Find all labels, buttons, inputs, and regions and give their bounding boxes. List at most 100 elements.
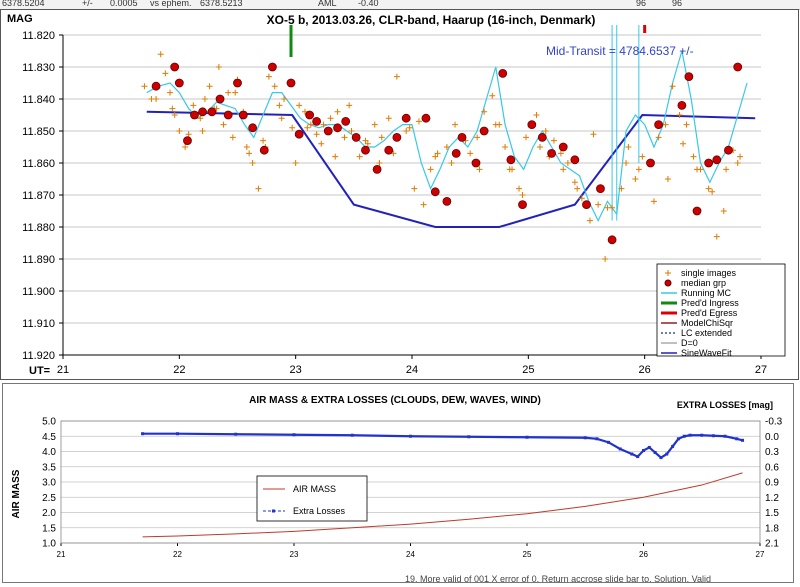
single-image-point (595, 201, 602, 208)
median-group-point (223, 110, 233, 120)
y-tick-label: 1.0 (42, 539, 56, 550)
extra-losses-point (525, 435, 529, 439)
y-tick-label: 5.0 (42, 417, 56, 428)
single-image-point (393, 73, 400, 80)
single-image-point (341, 134, 348, 141)
legend-label: Running MC (681, 288, 732, 298)
single-image-point (557, 150, 564, 157)
legend-entry: ModelChiSqr (661, 318, 733, 328)
single-image-point (574, 185, 581, 192)
strip-value-4: vs ephem. (150, 0, 192, 8)
extra-losses-point (642, 448, 645, 452)
median-group-point (724, 145, 733, 155)
single-image-point (246, 150, 253, 157)
y-tick-label: 11.890 (22, 254, 55, 266)
median-group-point (174, 78, 184, 88)
legend-box (256, 475, 368, 522)
single-image-point (734, 160, 741, 166)
single-image-point (364, 140, 371, 147)
single-image-point (334, 108, 341, 115)
single-image-point (313, 131, 320, 138)
single-image-point (443, 144, 450, 150)
single-image-point (683, 121, 690, 128)
single-image-point (232, 89, 239, 96)
median-group-point (430, 187, 440, 197)
single-image-point (690, 153, 697, 160)
single-image-point (489, 92, 496, 99)
median-group-point (333, 123, 342, 133)
single-image-point (625, 144, 632, 150)
y2-tick-label: 1.5 (765, 508, 779, 519)
single-image-point (371, 121, 378, 128)
y-tick-label: 3.0 (42, 478, 56, 489)
single-image-point (669, 83, 676, 90)
single-image-point (162, 70, 169, 77)
y-tick-label: 11.910 (22, 318, 55, 330)
median-group-point (654, 120, 664, 129)
single-image-point (432, 153, 439, 160)
legend-entry: single images (665, 268, 737, 278)
x-tick-label: 23 (290, 550, 299, 559)
single-image-point (385, 115, 392, 122)
single-image-point (590, 131, 597, 138)
extra-losses-point (292, 433, 296, 437)
single-image-point (481, 108, 488, 115)
y-tick-label: 11.900 (22, 286, 55, 298)
extra-losses-point (618, 447, 622, 451)
single-image-point (506, 166, 513, 173)
legend-label: ModelChiSqr (681, 318, 733, 328)
single-image-point (141, 83, 148, 90)
single-image-point (586, 217, 593, 224)
airmass-title: AIR MASS & EXTRA LOSSES (CLOUDS, DEW, WA… (249, 395, 541, 406)
extra-losses-point (583, 436, 587, 440)
strip-value-8: 96 (636, 0, 647, 8)
y-tick-label: 4.5 (42, 432, 56, 443)
median-group-point (183, 136, 192, 146)
footer-partial-text: 19. More valid of 001 X error of 0. Retu… (405, 574, 711, 584)
y2-tick-label: 0.6 (765, 462, 779, 473)
single-image-point (655, 134, 662, 141)
legend-entry: D=0 (661, 338, 698, 348)
single-image-point (680, 140, 687, 147)
legend-label: single images (681, 268, 737, 278)
extra-losses-point (607, 440, 611, 444)
extra-losses-point (659, 456, 663, 460)
extra-losses-point (741, 438, 745, 442)
x-tick-label: 21 (57, 364, 69, 376)
median-group-point (248, 123, 258, 133)
strip-value-2: +/- (82, 0, 93, 8)
single-image-point (406, 124, 413, 131)
median-group-point (392, 133, 402, 142)
extra-losses-point (595, 437, 599, 441)
single-image-point (533, 112, 540, 118)
single-image-point (190, 102, 197, 109)
median-group-point (506, 155, 516, 165)
median-group-point (582, 200, 591, 210)
extra-losses-line (142, 432, 743, 459)
airmass-chart-panel: 1.0 1.5 2.0 2.5 3.0 3.5 4.0 4.5 5.0 -0.3 0.0 0.3 0.6… (2, 383, 794, 583)
median-group-point (312, 117, 322, 126)
y2-tick-label: -0.3 (765, 417, 783, 428)
x-tick-label: 27 (755, 364, 767, 376)
single-image-point (281, 96, 288, 102)
extra-losses-point (176, 432, 179, 436)
single-image-point (448, 160, 455, 166)
single-image-point (467, 150, 474, 157)
median-group-point (233, 78, 242, 88)
single-image-point (602, 256, 609, 262)
legend-label: LC extended (681, 328, 732, 338)
single-image-point (737, 153, 744, 160)
extra-losses-point (676, 437, 680, 441)
single-image-point (206, 83, 213, 90)
single-image-point (519, 192, 526, 198)
strip-value-6: AML (318, 0, 337, 8)
legend-entry: Pred'd Ingress (661, 298, 739, 308)
median-group-point (351, 133, 361, 142)
single-image-point (356, 153, 363, 160)
median-group-point (646, 158, 655, 168)
x-tick-label: 24 (406, 550, 415, 559)
single-image-point (220, 121, 227, 128)
y-tick-label: 11.830 (22, 62, 55, 74)
single-image-point (289, 124, 296, 131)
single-image-point (292, 160, 299, 166)
